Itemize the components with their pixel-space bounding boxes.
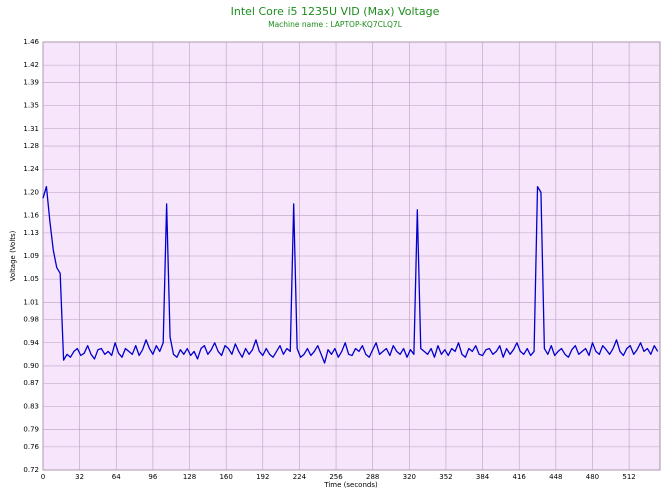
x-tick-label: 480	[586, 473, 599, 481]
y-tick-label: 0.90	[23, 362, 39, 370]
x-tick-label: 448	[549, 473, 562, 481]
x-tick-label: 64	[112, 473, 121, 481]
y-tick-label: 1.05	[23, 275, 39, 283]
y-tick-label: 1.31	[23, 125, 39, 133]
y-tick-label: 1.24	[23, 165, 39, 173]
x-tick-label: 224	[293, 473, 307, 481]
x-tick-label: 128	[183, 473, 196, 481]
y-tick-label: 1.16	[23, 212, 39, 220]
y-tick-label: 0.83	[23, 402, 39, 410]
y-axis-label: Voltage (Volts)	[9, 230, 17, 281]
y-tick-label: 1.01	[23, 298, 39, 306]
x-tick-label: 96	[148, 473, 157, 481]
x-tick-label: 32	[75, 473, 84, 481]
y-tick-label: 1.09	[23, 252, 39, 260]
y-tick-label: 0.72	[23, 466, 39, 474]
x-tick-label: 192	[256, 473, 269, 481]
x-tick-label: 256	[329, 473, 343, 481]
y-tick-label: 1.46	[23, 38, 39, 46]
y-tick-label: 0.87	[23, 379, 39, 387]
x-tick-label: 0	[41, 473, 45, 481]
y-tick-label: 1.35	[23, 102, 39, 110]
y-tick-label: 1.39	[23, 78, 39, 86]
x-axis-label: Time (seconds)	[323, 481, 378, 489]
y-tick-label: 0.98	[23, 316, 39, 324]
x-tick-label: 352	[439, 473, 452, 481]
y-tick-label: 0.76	[23, 443, 39, 451]
x-tick-label: 160	[219, 473, 232, 481]
y-tick-label: 1.13	[23, 229, 39, 237]
x-tick-label: 416	[513, 473, 527, 481]
x-tick-label: 320	[403, 473, 416, 481]
voltage-line	[42, 185, 659, 364]
y-tick-label: 1.28	[23, 142, 39, 150]
y-tick-label: 1.20	[23, 188, 39, 196]
x-tick-label: 384	[476, 473, 490, 481]
x-tick-label: 288	[366, 473, 379, 481]
y-tick-label: 0.94	[23, 339, 39, 347]
chart-title: Intel Core i5 1235U VID (Max) Voltage	[231, 5, 440, 18]
chart-subtitle: Machine name : LAPTOP-KQ7CLQ7L	[268, 20, 403, 29]
y-tick-label: 0.79	[23, 426, 39, 434]
y-tick-label: 1.42	[23, 61, 39, 69]
x-tick-label: 512	[622, 473, 635, 481]
